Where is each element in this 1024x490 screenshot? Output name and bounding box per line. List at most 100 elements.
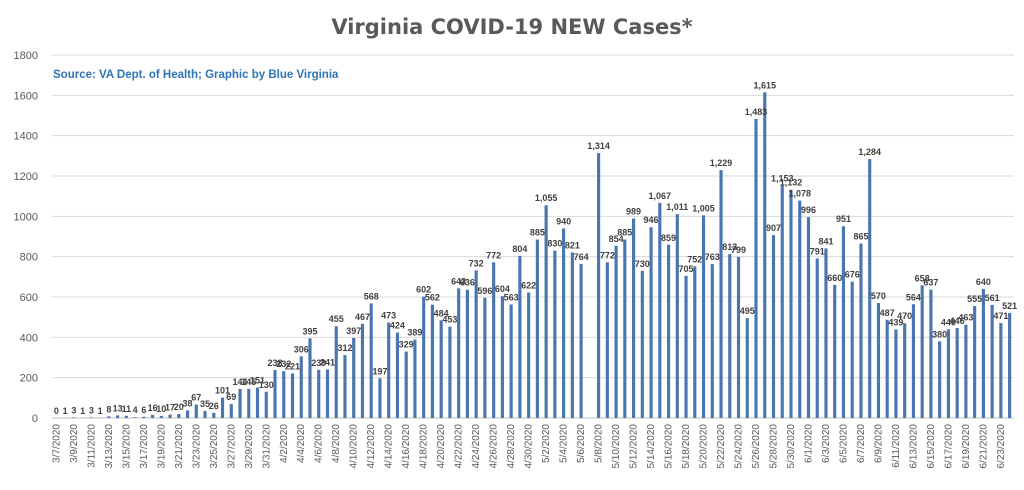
bar — [562, 228, 566, 418]
data-label: 17 — [165, 403, 175, 413]
data-label: 16 — [148, 403, 158, 413]
data-label: 69 — [226, 392, 236, 402]
y-tick-label: 1200 — [14, 171, 38, 183]
data-label: 455 — [329, 314, 344, 324]
bar — [168, 414, 172, 418]
bar — [570, 252, 574, 418]
bar — [255, 387, 260, 418]
bar — [964, 324, 968, 418]
bar — [317, 369, 321, 418]
bar — [763, 92, 767, 418]
bar — [72, 417, 76, 418]
data-label: 1,078 — [788, 189, 811, 199]
bar — [701, 215, 706, 418]
x-tick-label: 3/7/2020 — [51, 424, 62, 463]
x-tick-label: 4/28/2020 — [506, 424, 517, 469]
bar — [378, 378, 382, 418]
x-tick-label: 3/31/2020 — [261, 424, 272, 469]
x-tick-label: 4/8/2020 — [331, 424, 342, 463]
x-tick-label: 5/6/2020 — [576, 424, 587, 463]
x-tick-label: 3/15/2020 — [121, 424, 132, 469]
bar — [605, 262, 609, 418]
x-tick-label: 6/9/2020 — [873, 424, 884, 463]
x-tick-label: 4/20/2020 — [436, 424, 447, 469]
bar — [1008, 312, 1012, 418]
x-tick-label: 5/28/2020 — [769, 424, 780, 469]
data-label: 951 — [836, 214, 851, 224]
x-tick-label: 5/10/2020 — [611, 424, 622, 469]
bar — [492, 262, 496, 418]
data-label: 637 — [923, 278, 938, 288]
data-label: 424 — [390, 320, 405, 330]
data-label: 241 — [320, 357, 335, 367]
bars — [63, 92, 1012, 418]
x-tick-label: 5/16/2020 — [664, 424, 675, 469]
data-label: 602 — [416, 285, 431, 295]
bar — [273, 370, 277, 418]
data-label: 907 — [766, 223, 781, 233]
data-label: 989 — [626, 207, 641, 217]
data-label: 306 — [294, 344, 309, 354]
bar — [684, 275, 688, 418]
data-label: 10 — [156, 404, 166, 414]
bar — [203, 410, 207, 418]
x-tick-label: 5/2/2020 — [541, 424, 552, 463]
data-label: 1,067 — [649, 191, 672, 201]
data-label: 1 — [63, 406, 68, 416]
x-tick-label: 4/10/2020 — [349, 424, 360, 469]
bar — [666, 244, 671, 418]
data-label: 484 — [434, 308, 449, 318]
data-label: 145 — [241, 377, 256, 387]
x-tick-label: 5/30/2020 — [786, 424, 797, 469]
x-tick-label: 6/7/2020 — [856, 424, 867, 463]
bar — [929, 289, 933, 418]
data-label: 1,055 — [535, 193, 558, 203]
bar — [474, 270, 478, 418]
data-label: 471 — [993, 311, 1008, 321]
x-tick-label: 5/26/2020 — [751, 424, 762, 469]
data-label: 232 — [276, 359, 291, 369]
bar — [413, 339, 417, 418]
bar — [177, 413, 181, 418]
data-label: 35 — [200, 399, 210, 409]
x-tick-label: 6/11/2020 — [891, 424, 902, 468]
data-label: 885 — [530, 228, 545, 238]
data-label: 946 — [644, 215, 659, 225]
bar — [675, 214, 679, 418]
data-label: 821 — [565, 240, 580, 250]
data-label: 453 — [442, 315, 457, 325]
data-label: 144 — [233, 377, 248, 387]
x-tick-label: 5/14/2020 — [646, 424, 657, 469]
bar — [614, 245, 618, 418]
bar — [89, 417, 93, 418]
x-tick-label: 4/14/2020 — [384, 424, 395, 469]
y-axis: 0 200 400 600 800 1000 1200 1400 1600 1800 — [14, 50, 38, 425]
bar — [290, 373, 295, 418]
x-tick-label: 6/23/2020 — [996, 424, 1007, 469]
data-label: 380 — [932, 329, 947, 339]
x-tick-label: 4/24/2020 — [471, 424, 482, 469]
bar — [142, 416, 146, 418]
bar — [535, 239, 539, 418]
x-tick-label: 6/21/2020 — [978, 424, 989, 469]
x-tick-label: 3/9/2020 — [69, 424, 80, 463]
x-tick-label: 6/15/2020 — [926, 424, 937, 469]
data-label: 397 — [346, 326, 361, 336]
bar — [500, 296, 504, 418]
data-label: 764 — [574, 252, 589, 262]
bar — [789, 189, 793, 418]
y-tick-label: 0 — [32, 413, 38, 425]
data-label: 940 — [556, 216, 571, 226]
bar — [448, 326, 452, 418]
data-label: 495 — [740, 306, 755, 316]
data-label: 636 — [460, 278, 475, 288]
x-tick-label: 3/21/2020 — [174, 424, 185, 469]
bar — [973, 306, 977, 418]
x-tick-label: 5/18/2020 — [681, 424, 692, 469]
data-label: 467 — [355, 312, 370, 322]
data-label: 643 — [451, 276, 466, 286]
bar — [833, 284, 837, 418]
x-tick-label: 4/12/2020 — [366, 424, 377, 469]
x-tick-label: 3/11/2020 — [86, 424, 97, 468]
bar — [238, 388, 242, 418]
